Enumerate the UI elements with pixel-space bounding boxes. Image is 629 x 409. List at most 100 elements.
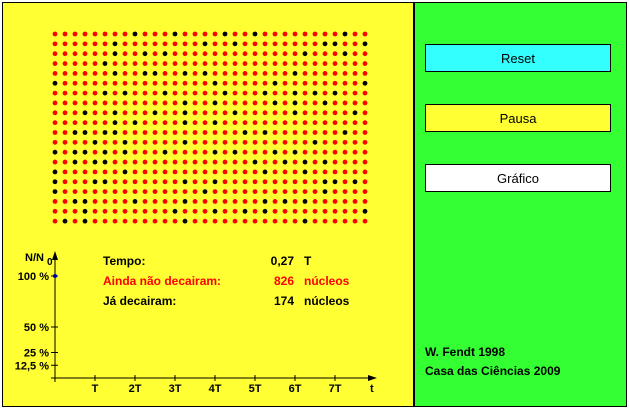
pause-button[interactable]: Pausa <box>425 104 611 132</box>
undecayed-nucleus <box>282 90 288 96</box>
undecayed-nucleus <box>202 149 208 155</box>
undecayed-nucleus <box>82 80 88 86</box>
x-axis-arrow <box>368 375 377 381</box>
undecayed-nucleus <box>52 110 58 116</box>
undecayed-nucleus <box>202 31 208 37</box>
undecayed-nucleus <box>332 61 338 66</box>
decayed-nucleus <box>182 100 188 106</box>
undecayed-nucleus <box>162 189 168 195</box>
decayed-nucleus <box>332 90 338 96</box>
undecayed-nucleus <box>72 90 78 96</box>
undecayed-nucleus <box>182 31 188 37</box>
undecayed-nucleus <box>312 71 318 76</box>
time-value: 0,27 <box>270 254 294 268</box>
undecayed-nucleus <box>362 90 368 96</box>
decayed-nucleus <box>212 149 218 155</box>
decayed-nucleus <box>162 149 168 155</box>
undecayed-nucleus <box>162 179 168 185</box>
undecayed-nucleus <box>52 120 58 126</box>
decayed-nucleus <box>222 31 228 37</box>
undecayed-nucleus <box>172 110 178 116</box>
undecayed-nucleus <box>322 218 328 224</box>
undecayed-nucleus <box>102 110 108 116</box>
decayed-nucleus <box>122 149 128 155</box>
undecayed-nucleus <box>202 139 208 145</box>
undecayed-nucleus <box>152 159 158 165</box>
decayed-nucleus <box>72 159 78 165</box>
decayed-nucleus <box>302 169 308 175</box>
decayed-nucleus <box>52 149 58 155</box>
undecayed-nucleus <box>132 80 138 86</box>
undecayed-nucleus <box>212 31 218 37</box>
undecayed-nucleus <box>162 41 168 47</box>
y-tick-label: 25 % <box>24 348 49 360</box>
undecayed-nucleus <box>162 199 168 204</box>
undecayed-nucleus <box>292 130 298 135</box>
undecayed-nucleus <box>342 149 348 155</box>
undecayed-nucleus <box>282 120 288 126</box>
undecayed-nucleus <box>252 149 258 155</box>
decayed-nucleus <box>92 159 98 165</box>
undecayed-nucleus <box>102 51 108 57</box>
undecayed-nucleus <box>72 139 78 145</box>
undecayed-nucleus <box>192 110 198 116</box>
undecayed-nucleus <box>172 80 178 86</box>
decayed-nucleus <box>332 179 338 185</box>
undecayed-nucleus <box>262 218 268 224</box>
undecayed-label: Ainda não decairam: <box>103 274 222 288</box>
decayed-nucleus <box>182 71 188 76</box>
undecayed-nucleus <box>342 208 348 214</box>
decayed-label: Já decairam: <box>103 294 177 308</box>
decayed-nucleus <box>292 100 298 106</box>
undecayed-nucleus <box>282 51 288 57</box>
undecayed-nucleus <box>282 80 288 86</box>
undecayed-nucleus <box>362 199 368 204</box>
undecayed-nucleus <box>262 149 268 155</box>
undecayed-nucleus <box>72 208 78 214</box>
undecayed-nucleus <box>202 110 208 116</box>
undecayed-nucleus <box>142 41 148 47</box>
undecayed-nucleus <box>232 159 238 165</box>
undecayed-nucleus <box>342 41 348 47</box>
undecayed-nucleus <box>122 41 128 47</box>
undecayed-nucleus <box>352 159 358 165</box>
undecayed-nucleus <box>62 80 68 86</box>
undecayed-nucleus <box>192 41 198 47</box>
undecayed-nucleus <box>52 130 58 135</box>
undecayed-nucleus <box>302 80 308 86</box>
decayed-nucleus <box>102 159 108 165</box>
undecayed-nucleus <box>322 149 328 155</box>
undecayed-nucleus <box>312 110 318 116</box>
undecayed-nucleus <box>112 179 118 185</box>
x-tick-label: 6T <box>289 383 302 395</box>
undecayed-nucleus <box>332 120 338 126</box>
decayed-nucleus <box>182 110 188 116</box>
undecayed-nucleus <box>62 139 68 145</box>
undecayed-nucleus <box>202 80 208 86</box>
undecayed-nucleus <box>172 100 178 106</box>
undecayed-nucleus <box>92 90 98 96</box>
undecayed-nucleus <box>272 189 278 195</box>
graph-button[interactable]: Gráfico <box>425 164 611 192</box>
undecayed-nucleus <box>222 61 228 66</box>
undecayed-nucleus <box>232 189 238 195</box>
undecayed-nucleus <box>92 100 98 106</box>
undecayed-nucleus <box>52 208 58 214</box>
undecayed-nucleus <box>212 159 218 165</box>
undecayed-nucleus <box>62 179 68 185</box>
y-axis-arrow <box>52 251 58 260</box>
undecayed-nucleus <box>62 159 68 165</box>
undecayed-nucleus <box>352 41 358 47</box>
undecayed-nucleus <box>252 169 258 175</box>
undecayed-nucleus <box>242 159 248 165</box>
undecayed-nucleus <box>232 208 238 214</box>
undecayed-nucleus <box>292 51 298 57</box>
decayed-nucleus <box>102 179 108 185</box>
undecayed-nucleus <box>112 199 118 204</box>
undecayed-nucleus <box>242 169 248 175</box>
undecayed-nucleus <box>352 218 358 224</box>
undecayed-nucleus <box>332 71 338 76</box>
reset-button[interactable]: Reset <box>425 44 611 72</box>
undecayed-nucleus <box>322 80 328 86</box>
decayed-nucleus <box>152 71 158 76</box>
